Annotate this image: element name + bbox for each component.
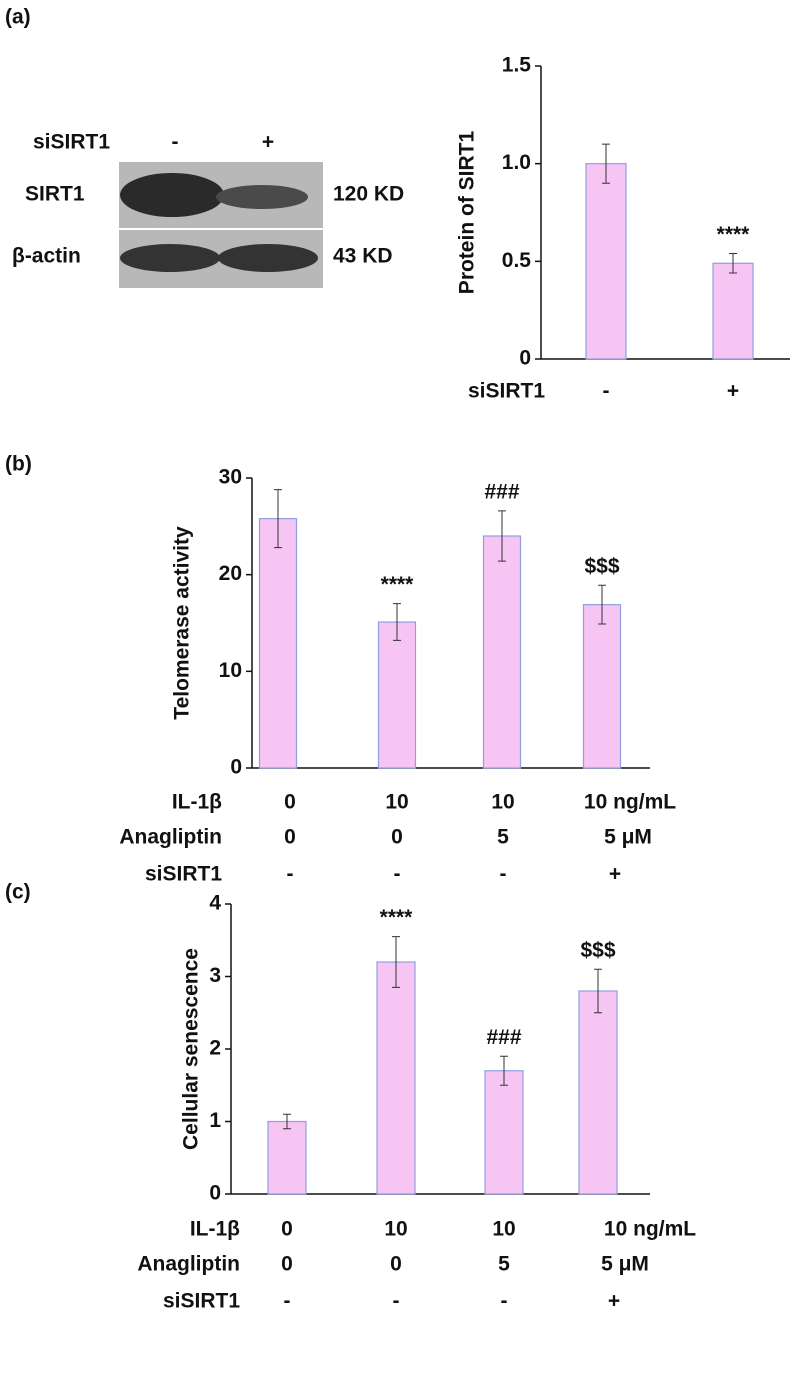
y-tick-label: 1.5 (502, 54, 532, 77)
y-axis-label: Protein of SIRT1 (456, 131, 479, 295)
significance-label: **** (717, 223, 751, 246)
x-tick-label: - (394, 863, 401, 886)
bar (578, 990, 618, 1195)
x-tick-label: 5 (498, 1253, 510, 1276)
row-name: siSIRT1 (145, 863, 222, 886)
bar (267, 1120, 307, 1195)
error-bar (500, 1055, 508, 1086)
x-tick-label: + (727, 380, 739, 403)
error-bar (392, 936, 400, 988)
x-tick-label: - (603, 380, 610, 403)
bar (376, 961, 416, 1195)
y-tick-label: 1.0 (502, 151, 531, 174)
y-axis-label: Cellular senescence (180, 948, 203, 1150)
significance-label: ### (486, 1026, 521, 1049)
error-bar (274, 489, 282, 549)
bar (582, 604, 622, 769)
blot-size: 43 KD (333, 245, 393, 268)
row-name: IL-1β (190, 1218, 240, 1241)
error-bar (393, 603, 401, 641)
x-tick-label: 5 (497, 826, 509, 849)
y-tick-label: 1 (209, 1109, 221, 1132)
x-tick-label: 0 (391, 826, 403, 849)
error-bar (498, 510, 506, 562)
x-tick-label: 5 μM (601, 1253, 649, 1276)
panel-label: (a) (5, 6, 31, 29)
error-bar (729, 253, 737, 274)
band (218, 244, 318, 272)
blot-size: 120 KD (333, 183, 404, 206)
western-blot: siSIRT1 - + SIRT1 β-actin 120 KD 43 KD (12, 131, 404, 288)
row-name: siSIRT1 (468, 380, 545, 403)
x-tick-label: - (501, 1290, 508, 1313)
panel-label: (c) (5, 881, 31, 904)
error-bar (602, 143, 610, 184)
x-tick-label: 0 (284, 791, 296, 814)
x-tick-label: - (393, 1290, 400, 1313)
bar (712, 262, 754, 360)
x-tick-label: 0 (390, 1253, 402, 1276)
bar (258, 517, 298, 769)
error-bar (598, 584, 606, 625)
x-tick-label: 0 (284, 826, 296, 849)
blot-header: siSIRT1 (33, 131, 110, 154)
y-tick-label: 10 (219, 659, 242, 682)
row-name: siSIRT1 (163, 1290, 240, 1313)
x-tick-label: + (608, 1290, 620, 1313)
x-tick-label: 10 (491, 791, 514, 814)
significance-label: ### (484, 480, 519, 503)
blot-column: - (172, 131, 179, 154)
error-bar (283, 1113, 291, 1130)
y-tick-label: 0 (209, 1182, 221, 1205)
x-tick-label: + (609, 863, 621, 886)
y-tick-label: 2 (209, 1037, 221, 1060)
x-tick-label: 5 μM (604, 826, 652, 849)
panel-label: (b) (5, 453, 32, 476)
y-axis-label: Telomerase activity (171, 526, 194, 720)
y-tick-label: 30 (219, 466, 242, 489)
y-tick-label: 20 (219, 562, 242, 585)
bar (377, 621, 417, 769)
significance-label: $$$ (580, 939, 615, 962)
row-name: IL-1β (172, 791, 222, 814)
significance-label: **** (380, 906, 414, 929)
row-name: Anagliptin (119, 826, 222, 849)
x-tick-label: 0 (281, 1218, 293, 1241)
x-tick-label: 10 ng/mL (604, 1218, 696, 1241)
y-tick-label: 3 (209, 964, 221, 987)
x-tick-label: 0 (281, 1253, 293, 1276)
bar (484, 1070, 524, 1195)
error-bar (594, 968, 602, 1014)
blot-row-name: SIRT1 (25, 183, 85, 206)
y-tick-label: 0 (230, 756, 242, 779)
blot-column: + (262, 131, 274, 154)
bar (482, 535, 522, 769)
band (120, 173, 224, 217)
significance-label: $$$ (584, 555, 619, 578)
y-tick-label: 0 (519, 347, 531, 370)
band (120, 244, 220, 272)
bar (585, 163, 627, 360)
significance-label: **** (381, 573, 415, 596)
blot-row-name: β-actin (12, 245, 81, 268)
x-tick-label: 10 (492, 1218, 515, 1241)
x-tick-label: - (287, 863, 294, 886)
x-tick-label: - (500, 863, 507, 886)
x-tick-label: 10 ng/mL (584, 791, 676, 814)
row-name: Anagliptin (137, 1253, 240, 1276)
x-tick-label: 10 (384, 1218, 407, 1241)
x-tick-label: - (284, 1290, 291, 1313)
y-tick-label: 4 (209, 892, 221, 915)
band (216, 185, 308, 209)
y-tick-label: 0.5 (502, 249, 532, 272)
x-tick-label: 10 (385, 791, 408, 814)
